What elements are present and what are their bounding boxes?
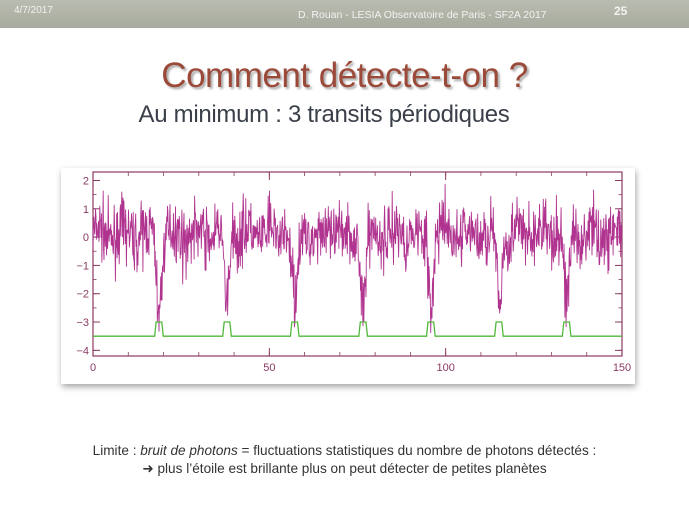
y-tick-label: −4: [76, 345, 89, 357]
transit-series-line: [93, 321, 622, 337]
x-tick-label: 100: [436, 362, 454, 374]
x-tick-label: 0: [90, 362, 96, 374]
slide-credit: D. Rouan - LESIA Observatoire de Paris -…: [298, 9, 547, 21]
caption-emphasis: bruit de photons: [140, 443, 238, 458]
y-tick-label: −2: [76, 289, 89, 301]
plot-frame: [92, 171, 623, 357]
caption-rest: = fluctuations statistiques du nombre de…: [237, 443, 597, 458]
y-tick-label: 2: [83, 175, 89, 187]
slide-title: Comment détecte-t-on ?: [161, 56, 528, 95]
y-tick-label: −3: [76, 317, 89, 329]
header-bar: 4/7/2017 D. Rouan - LESIA Observatoire d…: [0, 0, 689, 28]
caption-line-2: ➜ plus l’étoile est brillante plus on pe…: [142, 461, 547, 476]
slide-subtitle: Au minimum : 3 transits périodiques: [138, 101, 510, 128]
slide-date: 4/7/2017: [14, 5, 53, 16]
y-tick-label: 0: [83, 232, 89, 244]
caption-prefix: Limite :: [92, 443, 141, 458]
x-tick-label: 50: [263, 362, 275, 374]
page-number: 25: [614, 4, 628, 18]
light-curve-chart: 2 1 0 −1 −2 −3 −4 0 50 100 150: [61, 168, 635, 384]
signal-series-line: [92, 183, 623, 334]
light-curve-svg: 210−1−2−3−40 50 100 150: [76, 171, 631, 374]
y-tick-label: 1: [83, 204, 89, 216]
caption-line-1: Limite : bruit de photons = fluctuations…: [0, 441, 689, 461]
y-tick-label: −1: [76, 260, 89, 272]
x-tick-label: 150: [613, 362, 631, 374]
